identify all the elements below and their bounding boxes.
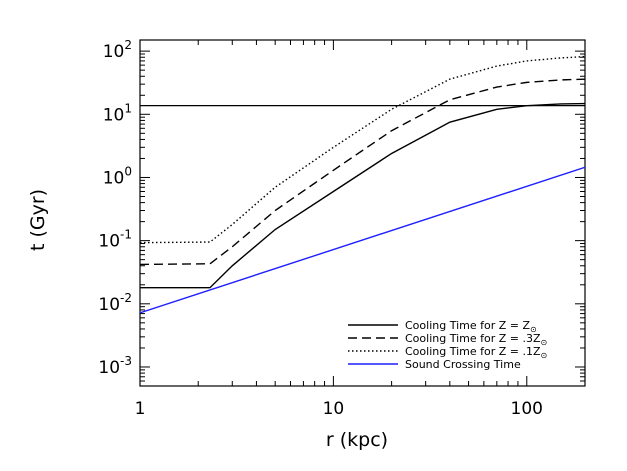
legend-label-2: Cooling Time for Z = .1Z⊙ (405, 345, 547, 360)
series-line-2 (140, 55, 585, 244)
plot-frame (139, 39, 586, 387)
series-line-1 (140, 78, 585, 266)
y-tick-label: 10-2 (98, 291, 132, 315)
legend-label-1: Cooling Time for Z = .3Z⊙ (405, 332, 547, 347)
x-tick-label: 10 (323, 399, 345, 419)
x-tick-label: 1 (135, 399, 146, 419)
y-tick-label: 101 (103, 101, 132, 125)
y-tick-label: 102 (103, 38, 132, 62)
legend-label-0: Cooling Time for Z = Z⊙ (405, 319, 537, 334)
legend-label-3: Sound Crossing Time (405, 358, 521, 371)
x-axis-title: r (kpc) (326, 429, 388, 451)
y-axis-title: t (Gyr) (27, 189, 49, 251)
series-line-0 (140, 102, 585, 289)
y-tick-label: 10-1 (98, 228, 132, 252)
series-line-3 (140, 166, 585, 314)
x-tick-label: 100 (511, 399, 543, 419)
y-tick-label: 10-3 (98, 354, 132, 378)
y-tick-label: 100 (103, 164, 132, 188)
